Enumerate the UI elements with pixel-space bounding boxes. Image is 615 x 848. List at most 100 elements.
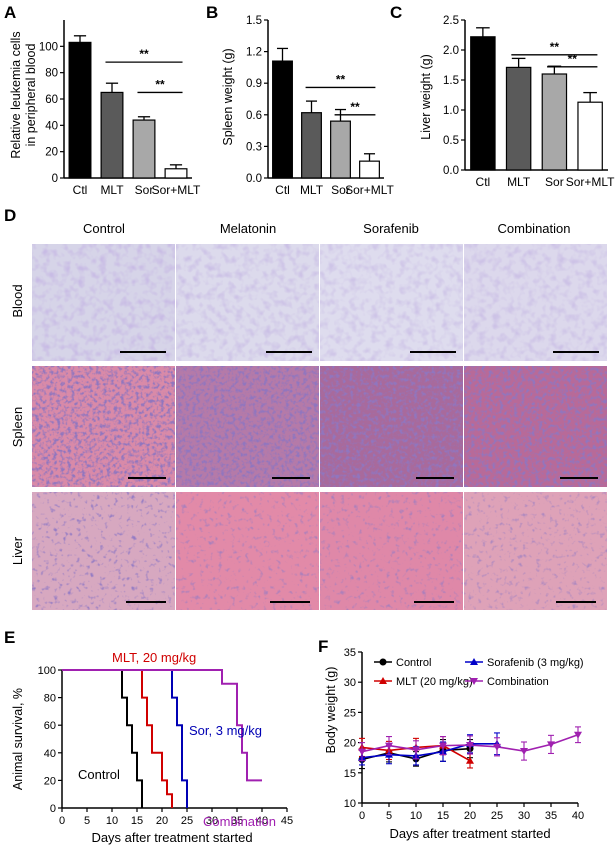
panel-f-plot: 10 15 20 25 30 35 0 5 10 15 20 25 30 35 40 — [344, 647, 584, 822]
panel-f-point-combination — [466, 742, 474, 750]
legend-label-mlt: MLT (20 mg/kg) — [396, 676, 473, 688]
panel-a-letter: A — [4, 3, 16, 22]
panel-a-ylabel-line1: Relative leukemia cells — [9, 31, 23, 158]
panel-f-point-combination — [358, 748, 366, 756]
panel-a-bar-mlt — [100, 91, 124, 179]
panel-c-bar-sor — [541, 73, 568, 171]
panel-f-xtick-label: 30 — [518, 810, 530, 822]
panel-c-ytick-label: 2.0 — [443, 45, 459, 57]
panel-e-xtick-label: 35 — [231, 815, 243, 827]
panel-f-xtick-label: 15 — [437, 810, 449, 822]
panel-f-ytick-label: 15 — [344, 768, 356, 780]
panel-a-ytick-label: 0 — [52, 173, 58, 185]
panel-f-ytick-label: 25 — [344, 707, 356, 719]
panel-a-bar-sor — [132, 119, 156, 179]
panel-f-point-combination — [412, 746, 420, 754]
micrograph-liver-combination — [464, 492, 607, 610]
panel-f-xtick-label: 20 — [464, 810, 476, 822]
panel-b-ylabel: Spleen weight (g) — [221, 48, 235, 145]
panel-a-ytick-label: 20 — [45, 147, 58, 159]
panel-b-bar-sor-mlt — [359, 160, 380, 179]
micrograph-spleen-sorafenib — [320, 366, 463, 487]
panel-e-xtick-label: 30 — [206, 815, 218, 827]
panel-f-point-combination — [439, 742, 447, 750]
panel-a-significance-label: ** — [139, 47, 149, 61]
panel-a-category-label: Sor+MLT — [152, 183, 201, 197]
column-label-melatonin: Melatonin — [220, 221, 276, 236]
panel-f-ytick-label: 20 — [344, 738, 356, 750]
panel-a-ytick-label: 60 — [45, 94, 58, 106]
panel-c-letter: C — [390, 3, 402, 22]
panel-f-xtick-label: 35 — [545, 810, 557, 822]
panel-f-point-combination — [385, 742, 393, 750]
panel-e-xtick-label: 25 — [181, 815, 193, 827]
micrograph-blood-combination — [464, 244, 607, 361]
row-label-spleen: Spleen — [10, 407, 25, 447]
panel-e-xtick-label: 0 — [59, 815, 65, 827]
panel-b-ytick-label: 0.6 — [246, 110, 262, 122]
panel-c-ytick-label: 0.0 — [443, 165, 459, 177]
panel-b-ytick-label: 0.0 — [246, 173, 262, 185]
panel-e-curve-mlt — [62, 669, 173, 808]
row-label-blood: Blood — [10, 284, 25, 317]
panel-e-ytick-label: 20 — [44, 775, 56, 787]
panel-e-xtick-label: 10 — [106, 815, 118, 827]
panel-e-ylabel: Animal survival, % — [11, 688, 25, 790]
panel-b-ytick-label: 0.9 — [246, 78, 262, 90]
column-label-control: Control — [83, 221, 125, 236]
legend-item-control: Control — [374, 657, 431, 669]
panel-f-legend: Control Sorafenib (3 mg/kg) MLT (20 mg/k… — [374, 657, 584, 688]
panel-a-category-label: Ctl — [73, 183, 88, 197]
panel-b-significance-label: ** — [336, 72, 346, 86]
panel-e-xtick-label: 45 — [281, 815, 293, 827]
panel-e-xlabel: Days after treatment started — [91, 830, 252, 845]
panel-f-point-combination — [493, 743, 501, 751]
panel-c-category-label: MLT — [507, 175, 531, 189]
panel-a: A Relative leukemia cells in peripheral … — [4, 3, 201, 197]
panel-c: C Liver weight (g) 0.0 0.5 1.0 1.5 2.0 2.5 Ctl… — [390, 3, 615, 189]
panel-c-significance-label: ** — [550, 40, 560, 54]
panel-f-ylabel: Body weight (g) — [324, 667, 338, 754]
panel-d: D Control Melatonin Sorafenib Combinatio… — [4, 206, 607, 610]
legend-item-mlt: MLT (20 mg/kg) — [374, 676, 473, 688]
panel-e-label-combination: Combination — [203, 814, 276, 829]
panel-b-letter: B — [206, 3, 218, 22]
panel-e-ytick-label: 100 — [38, 665, 56, 677]
panel-b-bar-ctl — [272, 60, 293, 179]
panel-c-ytick-label: 1.0 — [443, 105, 459, 117]
panel-f-ytick-label: 35 — [344, 647, 356, 659]
row-label-liver: Liver — [10, 536, 25, 565]
legend-label-sorafenib: Sorafenib (3 mg/kg) — [487, 657, 584, 669]
panel-e-ytick-label: 60 — [44, 720, 56, 732]
panel-f-point-mlt — [466, 756, 474, 764]
panel-e-xtick-label: 15 — [131, 815, 143, 827]
micrograph-blood-melatonin — [176, 244, 319, 361]
panel-f-point-combination — [547, 741, 555, 749]
panel-f-xtick-label: 25 — [491, 810, 503, 822]
column-label-combination: Combination — [498, 221, 571, 236]
panel-e-xtick-label: 40 — [256, 815, 268, 827]
panel-c-category-label: Sor+MLT — [566, 175, 615, 189]
panel-e-ytick-label: 0 — [50, 803, 56, 815]
legend-item-combination: Combination — [465, 676, 549, 688]
micrograph-liver-melatonin — [176, 492, 319, 610]
panel-f-letter: F — [318, 637, 328, 656]
panel-e-label-control: Control — [78, 767, 120, 782]
panel-c-ytick-label: 1.5 — [443, 75, 459, 87]
micrograph-liver-control — [32, 492, 175, 610]
panel-f-line-sorafenib — [361, 743, 497, 759]
column-label-sorafenib: Sorafenib — [363, 221, 419, 236]
panel-a-ytick-label: 80 — [45, 68, 58, 80]
panel-c-significance-label: ** — [568, 52, 578, 66]
panel-c-plot: 0.0 0.5 1.0 1.5 2.0 2.5 Ctl MLT Sor Sor+MLT ** ** — [443, 15, 615, 189]
panel-b-ytick-label: 0.3 — [246, 141, 262, 153]
micrograph-blood-control — [32, 244, 175, 361]
panel-b-category-label: Sor+MLT — [345, 183, 394, 197]
panel-f-xtick-label: 0 — [359, 810, 365, 822]
panel-e-ytick-label: 40 — [44, 748, 56, 760]
panel-d-letter: D — [4, 206, 16, 225]
micrograph-spleen-combination — [464, 366, 607, 487]
